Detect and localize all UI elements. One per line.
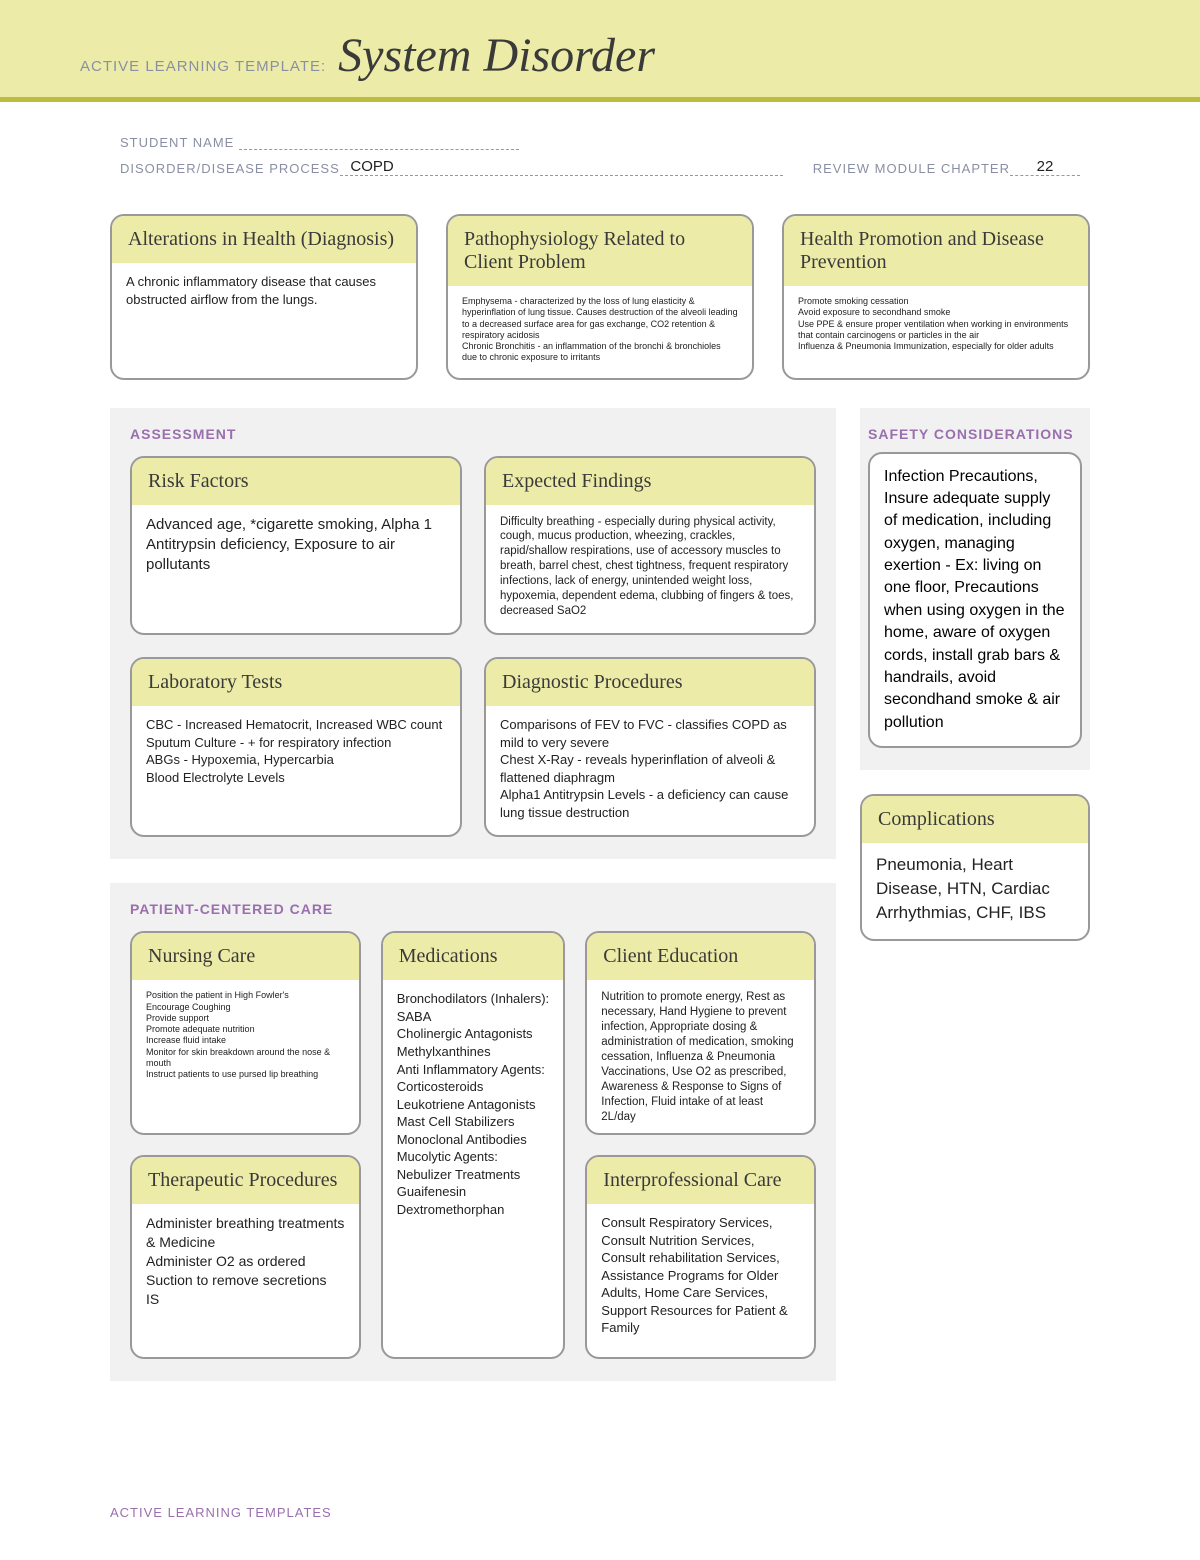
disorder-blank[interactable]: COPD	[340, 158, 783, 176]
page-header: ACTIVE LEARNING TEMPLATE: System Disorde…	[0, 0, 1200, 97]
findings-title: Expected Findings	[486, 458, 814, 505]
student-name-row: STUDENT NAME	[120, 132, 1080, 150]
patho-body: Emphysema - characterized by the loss of…	[448, 286, 752, 378]
student-name-label: STUDENT NAME	[120, 135, 234, 150]
disorder-chapter-row: DISORDER/DISEASE PROCESS COPD REVIEW MOD…	[120, 158, 1080, 176]
edu-card: Client Education Nutrition to promote en…	[585, 931, 816, 1135]
nursing-card: Nursing Care Position the patient in Hig…	[130, 931, 361, 1135]
pcc-col-3: Client Education Nutrition to promote en…	[585, 931, 816, 1358]
patho-title: Pathophysiology Related to Client Proble…	[448, 216, 752, 286]
inter-body: Consult Respiratory Services, Consult Nu…	[587, 1204, 814, 1351]
disorder-value: COPD	[344, 158, 399, 175]
diag-body: Comparisons of FEV to FVC - classifies C…	[486, 706, 814, 835]
student-name-blank[interactable]	[239, 132, 519, 150]
pcc-col-2: Medications Bronchodilators (Inhalers): …	[381, 931, 566, 1358]
inter-title: Interprofessional Care	[587, 1157, 814, 1204]
edu-title: Client Education	[587, 933, 814, 980]
complications-title: Complications	[862, 796, 1088, 843]
chapter-blank[interactable]: 22	[1010, 158, 1080, 176]
safety-card: Infection Precautions, Insure adequate s…	[868, 452, 1082, 749]
safety-body: Infection Precautions, Insure adequate s…	[870, 454, 1080, 747]
template-prefix: ACTIVE LEARNING TEMPLATE:	[80, 58, 326, 75]
main-left: ASSESSMENT Risk Factors Advanced age, *c…	[110, 408, 836, 1405]
side-column: SAFETY CONSIDERATIONS Infection Precauti…	[860, 408, 1090, 1405]
therapeutic-title: Therapeutic Procedures	[132, 1157, 359, 1204]
therapeutic-card: Therapeutic Procedures Administer breath…	[130, 1155, 361, 1359]
labs-body: CBC - Increased Hematocrit, Increased WB…	[132, 706, 460, 800]
therapeutic-body: Administer breathing treatments & Medici…	[132, 1204, 359, 1322]
chapter-value: 22	[1031, 158, 1060, 175]
diag-card: Diagnostic Procedures Comparisons of FEV…	[484, 657, 816, 837]
risk-title: Risk Factors	[132, 458, 460, 505]
student-name-value	[239, 132, 251, 149]
disorder-label: DISORDER/DISEASE PROCESS	[120, 161, 340, 176]
risk-body: Advanced age, *cigarette smoking, Alpha …	[132, 505, 460, 590]
pcc-grid: Nursing Care Position the patient in Hig…	[130, 931, 816, 1358]
alterations-card: Alterations in Health (Diagnosis) A chro…	[110, 214, 418, 380]
promotion-title: Health Promotion and Disease Prevention	[784, 216, 1088, 286]
meds-title: Medications	[383, 933, 564, 980]
safety-title: SAFETY CONSIDERATIONS	[860, 408, 1090, 452]
labs-card: Laboratory Tests CBC - Increased Hematoc…	[130, 657, 462, 837]
assessment-section: ASSESSMENT Risk Factors Advanced age, *c…	[110, 408, 836, 860]
assessment-title: ASSESSMENT	[130, 426, 816, 442]
main-flex: ASSESSMENT Risk Factors Advanced age, *c…	[110, 408, 1090, 1405]
side-gap	[860, 770, 1090, 794]
nursing-title: Nursing Care	[132, 933, 359, 980]
risk-card: Risk Factors Advanced age, *cigarette sm…	[130, 456, 462, 636]
pcc-col-1: Nursing Care Position the patient in Hig…	[130, 931, 361, 1358]
form-meta: STUDENT NAME DISORDER/DISEASE PROCESS CO…	[0, 102, 1200, 214]
chapter-label: REVIEW MODULE CHAPTER	[813, 161, 1010, 176]
promotion-card: Health Promotion and Disease Prevention …	[782, 214, 1090, 380]
diag-title: Diagnostic Procedures	[486, 659, 814, 706]
assessment-grid: Risk Factors Advanced age, *cigarette sm…	[130, 456, 816, 838]
template-title: System Disorder	[338, 28, 655, 83]
edu-body: Nutrition to promote energy, Rest as nec…	[587, 980, 814, 1135]
meds-card: Medications Bronchodilators (Inhalers): …	[381, 931, 566, 1358]
content: Alterations in Health (Diagnosis) A chro…	[0, 214, 1200, 1445]
top-row: Alterations in Health (Diagnosis) A chro…	[110, 214, 1090, 380]
pcc-title: PATIENT-CENTERED CARE	[130, 901, 816, 917]
page: ACTIVE LEARNING TEMPLATE: System Disorde…	[0, 0, 1200, 1560]
header-inner: ACTIVE LEARNING TEMPLATE: System Disorde…	[80, 28, 1120, 83]
page-footer: ACTIVE LEARNING TEMPLATES	[0, 1445, 1200, 1560]
nursing-body: Position the patient in High Fowler's En…	[132, 980, 359, 1094]
complications-wrap: Complications Pneumonia, Heart Disease, …	[860, 794, 1090, 940]
labs-title: Laboratory Tests	[132, 659, 460, 706]
inter-card: Interprofessional Care Consult Respirato…	[585, 1155, 816, 1359]
findings-body: Difficulty breathing - especially during…	[486, 505, 814, 634]
findings-card: Expected Findings Difficulty breathing -…	[484, 456, 816, 636]
patho-card: Pathophysiology Related to Client Proble…	[446, 214, 754, 380]
pcc-section: PATIENT-CENTERED CARE Nursing Care Posit…	[110, 883, 836, 1380]
complications-body: Pneumonia, Heart Disease, HTN, Cardiac A…	[862, 843, 1088, 938]
alterations-title: Alterations in Health (Diagnosis)	[112, 216, 416, 263]
complications-card: Complications Pneumonia, Heart Disease, …	[860, 794, 1090, 940]
meds-body: Bronchodilators (Inhalers): SABA Choline…	[383, 980, 564, 1232]
alterations-body: A chronic inflammatory disease that caus…	[112, 263, 416, 322]
chapter-right: REVIEW MODULE CHAPTER 22	[813, 158, 1080, 176]
promotion-body: Promote smoking cessation Avoid exposure…	[784, 286, 1088, 366]
disorder-left: DISORDER/DISEASE PROCESS COPD	[120, 158, 783, 176]
safety-section: SAFETY CONSIDERATIONS Infection Precauti…	[860, 408, 1090, 771]
